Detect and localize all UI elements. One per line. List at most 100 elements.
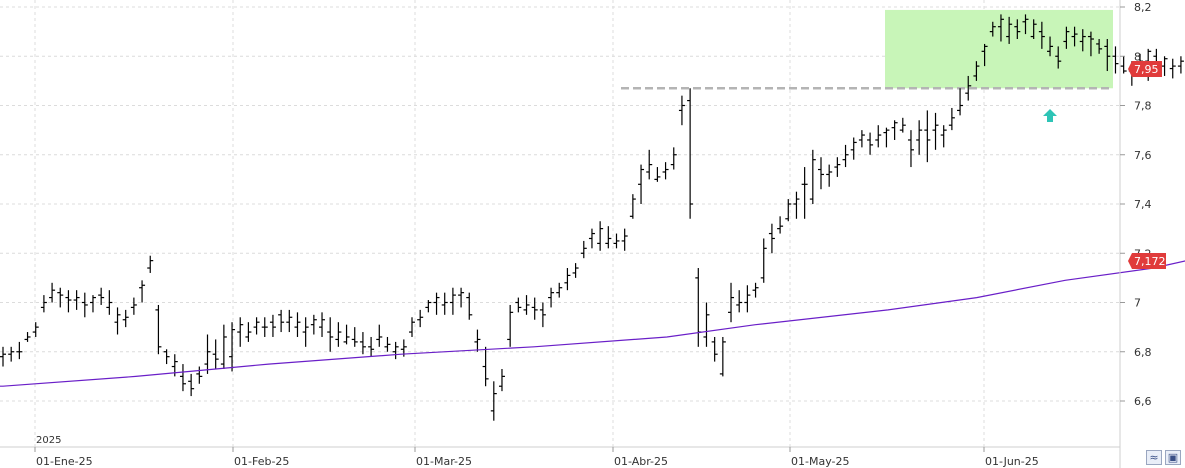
- ohlc-bar: [539, 302, 546, 328]
- ohlc-bar: [40, 295, 47, 313]
- ohlc-bar: [662, 162, 669, 180]
- x-tick-label: 01-Feb-25: [234, 455, 289, 468]
- ohlc-bar: [490, 381, 497, 421]
- x-tick-label: 01-May-25: [791, 455, 849, 468]
- ohlc-bar: [654, 167, 661, 182]
- ohlc-bar: [204, 334, 211, 374]
- y-tick-label: 7: [1134, 297, 1141, 310]
- ohlc-bar: [139, 280, 146, 303]
- ohlc-bar: [253, 317, 260, 335]
- ohlc-bar: [556, 282, 563, 298]
- x-tick-label: 01-Abr-25: [614, 455, 668, 468]
- ma-value-badge: 7,172: [1128, 253, 1166, 269]
- ohlc-bar: [212, 339, 219, 369]
- ohlc-bar: [605, 226, 612, 249]
- ohlc-bar: [343, 324, 350, 345]
- ohlc-bar: [1038, 21, 1045, 49]
- ohlc-bar: [744, 285, 751, 313]
- ohlc-bar: [392, 341, 399, 360]
- year-label: 2025: [36, 435, 61, 446]
- ohlc-bar: [768, 223, 775, 254]
- ohlc-bar: [498, 368, 505, 392]
- ohlc-bar: [8, 346, 15, 362]
- ohlc-bar: [736, 290, 743, 313]
- ohlc-bar: [1112, 46, 1119, 74]
- ohlc-bar: [1047, 36, 1054, 57]
- ohlc-bar: [49, 282, 56, 303]
- ohlc-bar: [441, 292, 448, 315]
- ohlc-bar: [948, 107, 955, 131]
- ohlc-bar: [785, 199, 792, 222]
- ohlc-bar: [114, 307, 121, 335]
- ohlc-bar: [458, 287, 465, 308]
- ohlc-bar: [940, 125, 947, 148]
- ohlc-bar: [245, 322, 252, 342]
- ohlc-bar: [752, 282, 759, 298]
- ohlc-bar: [858, 130, 865, 148]
- ohlc-bar: [711, 336, 718, 362]
- ohlc-bar: [65, 290, 72, 313]
- ohlc-bar: [376, 324, 383, 347]
- ohlc-bar: [32, 322, 39, 337]
- ohlc-bar: [997, 14, 1004, 42]
- ohlc-bar: [989, 21, 996, 37]
- ohlc-bar: [351, 327, 358, 347]
- ohlc-bar: [678, 95, 685, 126]
- ohlc-bar: [237, 317, 244, 347]
- ohlc-bar: [1071, 26, 1078, 47]
- ohlc-bar: [106, 290, 113, 315]
- ohlc-bar: [891, 120, 898, 140]
- ohlc-bar: [1079, 29, 1086, 52]
- ohlc-bar: [842, 144, 849, 168]
- ohlc-bar: [580, 240, 587, 259]
- ohlc-bar: [703, 302, 710, 347]
- ohlc-bar: [163, 349, 170, 365]
- ohlc-bar: [1022, 14, 1029, 35]
- ohlc-bar: [760, 238, 767, 283]
- ohlc-bar: [867, 132, 874, 155]
- ohlc-bar: [1055, 46, 1062, 69]
- ohlc-bar: [319, 312, 326, 337]
- save-button[interactable]: ▣: [1165, 450, 1181, 465]
- ohlc-bar: [0, 346, 6, 367]
- ohlc-bar: [719, 336, 726, 377]
- ohlc-bar: [907, 130, 914, 168]
- ohlc-bar: [924, 110, 931, 163]
- y-tick-label: 7,4: [1134, 198, 1152, 211]
- ohlc-bar: [646, 149, 653, 180]
- x-tick-label: 01-Ene-25: [36, 455, 93, 468]
- ohlc-bar: [425, 300, 432, 313]
- ohlc-bar: [875, 125, 882, 148]
- ohlc-bar: [24, 332, 31, 342]
- ohlc-bar: [548, 287, 555, 308]
- ohlc-bar: [638, 164, 645, 204]
- ohlc-bar: [572, 263, 579, 278]
- ohlc-bar: [515, 297, 522, 313]
- ohlc-bar: [229, 322, 236, 372]
- ohlc-bar: [670, 147, 677, 170]
- ohlc-bar: [73, 290, 80, 310]
- ohlc-bar: [957, 88, 964, 116]
- time-axis: 01-Ene-25 01-Feb-25 01-Mar-25 01-Abr-25 01-M…: [34, 447, 1039, 468]
- ohlc-bar: [449, 287, 456, 315]
- ohlc-bar: [523, 295, 530, 315]
- ohlc-bar: [1120, 56, 1127, 74]
- last-price-badge: 7,95: [1128, 61, 1162, 77]
- ohlc-bar: [89, 295, 96, 313]
- ohlc-bar: [973, 61, 980, 81]
- ohlc-bar: [728, 282, 735, 323]
- ohlc-bar: [155, 304, 162, 355]
- ohlc-bar: [220, 324, 227, 369]
- ohlc-bar: [302, 317, 309, 347]
- ohlc-bar: [122, 309, 129, 328]
- y-tick-label: 7,6: [1134, 149, 1152, 162]
- ohlc-bar: [826, 164, 833, 187]
- zoom-toggle-button[interactable]: ≈: [1146, 450, 1162, 465]
- ohlc-bar: [335, 322, 342, 347]
- x-tick-label: 01-Mar-25: [416, 455, 472, 468]
- y-tick-label: 6,8: [1134, 346, 1152, 359]
- ohlc-bar: [1169, 58, 1176, 79]
- y-tick-label: 7,8: [1134, 100, 1152, 113]
- moving-average-line: [0, 260, 1185, 387]
